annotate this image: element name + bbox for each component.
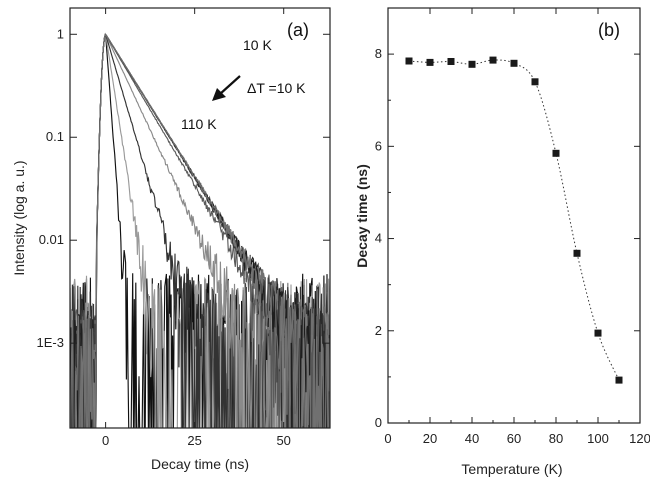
panel-a-decay-curves: 0 25 50 1E-3 0.01 0.1 1 Decay time (ns) Inten… [11, 7, 331, 472]
y-tick-label-b: 6 [375, 138, 382, 153]
x-tick-label-b: 40 [465, 431, 479, 446]
y-axis-label-a: Intensity (log a. u.) [11, 160, 27, 275]
data-point [552, 149, 560, 157]
x-tick-label-b: 0 [384, 431, 391, 446]
plot-frame-a [69, 7, 331, 429]
y-tick-label-b: 0 [375, 415, 382, 430]
x-tick-label-b: 120 [629, 431, 650, 446]
fit-curve [408, 59, 620, 381]
data-point [531, 78, 539, 86]
temperature-arrow-icon [212, 75, 241, 101]
x-tick-label-b: 20 [423, 431, 437, 446]
data-point [405, 57, 413, 65]
data-points [405, 56, 623, 384]
data-point [489, 56, 497, 64]
y-axis-b: 0 2 4 6 8 [375, 46, 640, 430]
plot-frame-b [387, 7, 641, 424]
data-point [594, 329, 602, 337]
y-tick-label-a: 0.01 [39, 232, 64, 247]
decay-curves [70, 32, 330, 428]
data-point [426, 58, 434, 66]
data-point [468, 60, 476, 68]
x-tick-label-b: 60 [507, 431, 521, 446]
x-axis-b: 0 20 40 60 80 100 120 [384, 8, 650, 446]
y-axis-a: 1E-3 0.01 0.1 1 [37, 26, 330, 350]
x-tick-label-a: 0 [102, 433, 109, 448]
y-tick-label-b: 8 [375, 46, 382, 61]
panel-label-b: (b) [598, 20, 620, 40]
annotation-110k: 110 K [181, 116, 217, 132]
x-tick-label-b: 100 [587, 431, 609, 446]
x-axis-a: 0 25 50 [102, 8, 291, 448]
x-tick-label-b: 80 [549, 431, 563, 446]
y-tick-label-a: 1E-3 [37, 335, 64, 350]
y-tick-label-b: 4 [375, 231, 382, 246]
data-point [447, 58, 455, 65]
annotation-10k: 10 K [243, 37, 272, 53]
x-axis-label-a: Decay time (ns) [151, 456, 249, 472]
data-point [573, 249, 581, 257]
x-tick-label-a: 25 [187, 433, 201, 448]
data-point [615, 376, 623, 384]
x-axis-label-b: Temperature (K) [461, 461, 562, 477]
y-axis-label-b: Decay time (ns) [354, 164, 370, 267]
data-point [510, 59, 518, 67]
panel-b-decay-vs-temperature: 0 20 40 60 80 100 120 0 2 4 6 8 Temperature (K) De… [354, 7, 650, 477]
y-tick-label-a: 0.1 [46, 129, 64, 144]
panel-label-a: (a) [287, 20, 309, 40]
y-tick-label-b: 2 [375, 323, 382, 338]
x-tick-label-a: 50 [276, 433, 290, 448]
y-tick-label-a: 1 [57, 26, 64, 41]
annotation-delta-t: ΔT =10 K [247, 80, 306, 96]
decay-curve-10k [70, 33, 330, 428]
